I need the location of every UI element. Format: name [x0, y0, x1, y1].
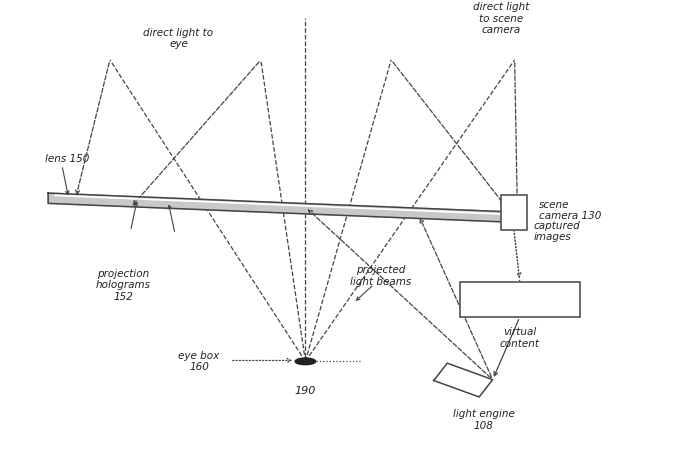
- Polygon shape: [48, 194, 507, 223]
- Text: scene
camera 130: scene camera 130: [539, 199, 601, 221]
- Text: 190: 190: [295, 385, 316, 395]
- Ellipse shape: [295, 358, 316, 365]
- Text: eye box
160: eye box 160: [178, 350, 220, 371]
- Text: projected
light beams: projected light beams: [350, 265, 412, 286]
- Text: virtual
content: virtual content: [500, 327, 540, 348]
- Text: direct light
to scene
camera: direct light to scene camera: [473, 2, 529, 35]
- Text: projection
holograms
152: projection holograms 152: [96, 268, 151, 301]
- Bar: [501, 196, 527, 231]
- Bar: [460, 282, 580, 317]
- Text: controller ̲104: controller ̲104: [484, 295, 556, 306]
- Text: lens 150: lens 150: [45, 153, 89, 163]
- Text: light engine
108: light engine 108: [453, 408, 514, 430]
- Text: direct light to
eye: direct light to eye: [144, 28, 214, 49]
- Text: captured
images: captured images: [534, 220, 580, 242]
- Polygon shape: [434, 363, 493, 397]
